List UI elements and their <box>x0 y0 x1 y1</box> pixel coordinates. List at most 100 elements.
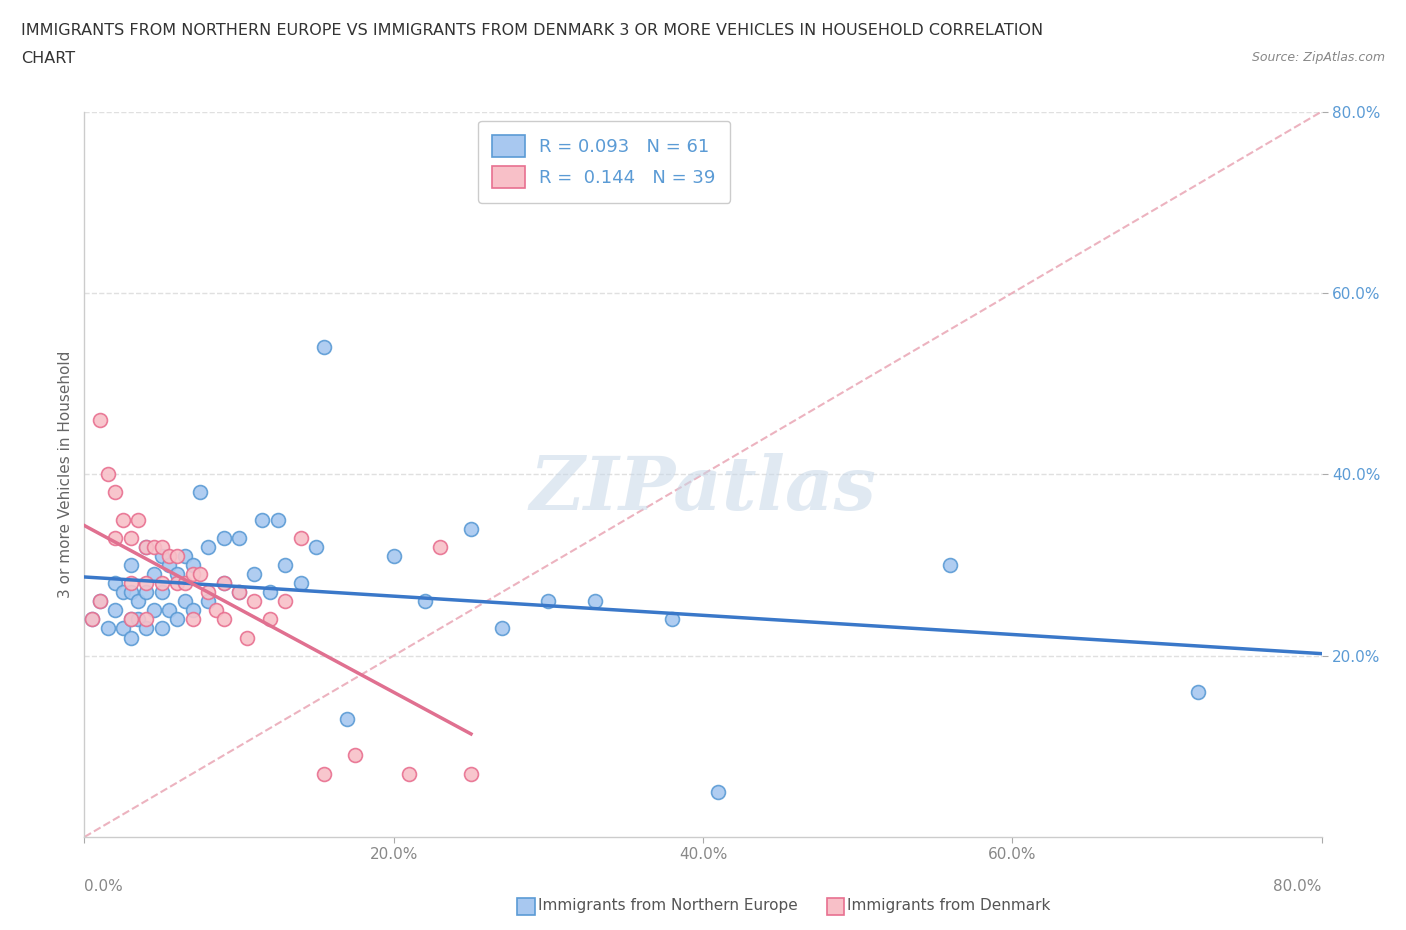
Point <box>104 530 127 545</box>
Point <box>120 631 142 645</box>
Point <box>181 612 204 627</box>
Point <box>89 594 111 609</box>
Point <box>82 612 104 627</box>
Point <box>159 549 180 564</box>
Point <box>336 711 359 726</box>
Point <box>197 585 219 600</box>
Point <box>166 566 188 581</box>
Text: Immigrants from Northern Europe: Immigrants from Northern Europe <box>537 898 797 913</box>
Point <box>96 621 118 636</box>
Point <box>150 549 173 564</box>
Point <box>939 558 962 573</box>
Point <box>305 539 328 554</box>
Point <box>104 485 127 500</box>
Point <box>166 576 188 591</box>
Point <box>228 585 250 600</box>
Point <box>274 558 297 573</box>
Point <box>135 621 157 636</box>
Point <box>398 766 420 781</box>
Point <box>159 558 180 573</box>
Point <box>174 549 197 564</box>
Point <box>343 748 366 763</box>
Point <box>135 576 157 591</box>
Point <box>135 539 157 554</box>
Point <box>120 585 142 600</box>
Point <box>181 558 204 573</box>
Point <box>166 549 188 564</box>
Point <box>537 594 560 609</box>
Text: Immigrants from Denmark: Immigrants from Denmark <box>846 898 1050 913</box>
Point <box>243 566 266 581</box>
Point <box>96 467 118 482</box>
Point <box>212 576 235 591</box>
Point <box>460 766 482 781</box>
Point <box>212 576 235 591</box>
Point <box>212 612 235 627</box>
Point <box>150 621 173 636</box>
Point <box>127 594 149 609</box>
Point <box>181 603 204 618</box>
Text: 80.0%: 80.0% <box>1274 879 1322 894</box>
Point <box>127 512 149 527</box>
Point <box>104 603 127 618</box>
Text: CHART: CHART <box>21 51 75 66</box>
Point <box>89 413 111 428</box>
Point <box>583 594 606 609</box>
Point <box>150 585 173 600</box>
Point <box>120 612 142 627</box>
Point <box>491 621 513 636</box>
Point <box>707 784 730 799</box>
Point <box>290 530 312 545</box>
Point <box>166 612 188 627</box>
Point <box>259 585 281 600</box>
Point <box>1187 684 1209 699</box>
Point <box>228 585 250 600</box>
Point <box>188 485 211 500</box>
Point <box>661 612 683 627</box>
Point <box>120 576 142 591</box>
Point <box>89 594 111 609</box>
Point <box>143 566 166 581</box>
Point <box>104 576 127 591</box>
Text: ZIPatlas: ZIPatlas <box>530 453 876 525</box>
Point <box>429 539 451 554</box>
Point <box>259 612 281 627</box>
Point <box>181 566 204 581</box>
Point <box>174 594 197 609</box>
Point <box>460 521 482 536</box>
Point <box>135 585 157 600</box>
Text: Source: ZipAtlas.com: Source: ZipAtlas.com <box>1251 51 1385 64</box>
Point <box>188 566 211 581</box>
Point <box>112 512 135 527</box>
Y-axis label: 3 or more Vehicles in Household: 3 or more Vehicles in Household <box>58 351 73 598</box>
Point <box>312 766 335 781</box>
Point <box>112 621 135 636</box>
Text: 0.0%: 0.0% <box>84 879 124 894</box>
Point <box>82 612 104 627</box>
Point <box>212 530 235 545</box>
Point <box>243 594 266 609</box>
Point <box>413 594 436 609</box>
Point <box>150 539 173 554</box>
Point <box>205 603 228 618</box>
Point <box>197 594 219 609</box>
Text: IMMIGRANTS FROM NORTHERN EUROPE VS IMMIGRANTS FROM DENMARK 3 OR MORE VEHICLES IN: IMMIGRANTS FROM NORTHERN EUROPE VS IMMIG… <box>21 23 1043 38</box>
Point <box>174 576 197 591</box>
Point <box>250 512 273 527</box>
Point <box>143 539 166 554</box>
Point <box>120 558 142 573</box>
Legend: R = 0.093   N = 61, R =  0.144   N = 39: R = 0.093 N = 61, R = 0.144 N = 39 <box>478 121 730 203</box>
Point <box>112 585 135 600</box>
Point <box>290 576 312 591</box>
Point <box>120 612 142 627</box>
Point <box>197 539 219 554</box>
Point <box>235 631 259 645</box>
Point <box>228 530 250 545</box>
Point <box>143 603 166 618</box>
Point <box>382 549 405 564</box>
Point <box>135 612 157 627</box>
Point <box>159 603 180 618</box>
Point <box>312 340 335 355</box>
Point <box>274 594 297 609</box>
Point <box>267 512 290 527</box>
